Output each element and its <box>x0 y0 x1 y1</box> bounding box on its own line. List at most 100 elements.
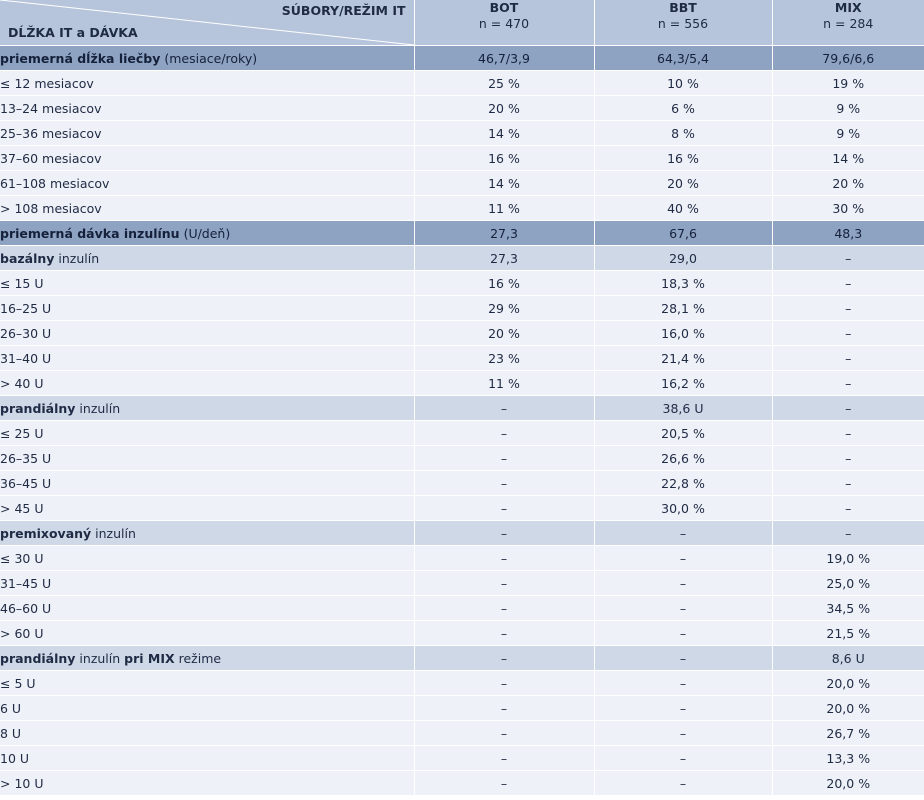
row-label: 6 U <box>0 695 415 721</box>
bbt-value: – <box>594 520 773 546</box>
bot-value: 29 % <box>414 295 595 321</box>
column-header-bbt: BBT n = 556 <box>594 0 773 46</box>
bbt-value: – <box>594 695 773 721</box>
table-row: ≤ 30 U – –19,0 % <box>0 545 924 571</box>
bot-value: 16 % <box>414 145 595 171</box>
row-label: > 108 mesiacov <box>0 195 415 221</box>
column-count: n = 470 <box>478 16 530 31</box>
mix-value: – <box>772 370 924 396</box>
table-row: > 60 U – –21,5 % <box>0 620 924 646</box>
column-name: BOT <box>489 0 519 15</box>
row-label: 36–45 U <box>0 470 415 496</box>
bot-value: – <box>414 545 595 571</box>
corner-header-cell: SÚBORY/REŽIM IT DĹŽKA IT a DÁVKA <box>0 0 415 46</box>
row-label-part: inzulín <box>75 650 125 666</box>
row-label-part: 25–36 mesiacov <box>0 125 102 141</box>
mix-value: 13,3 % <box>772 745 924 771</box>
row-label: 26–35 U <box>0 445 415 471</box>
table-row: 8 U – –26,7 % <box>0 720 924 746</box>
bot-value: 11 % <box>414 370 595 396</box>
row-label: 31–40 U <box>0 345 415 371</box>
bot-value: – <box>414 420 595 446</box>
bot-value: 23 % <box>414 345 595 371</box>
table-row: > 10 U – –20,0 % <box>0 770 924 796</box>
bbt-value: 18,3 % <box>594 270 773 296</box>
mix-value: – <box>772 420 924 446</box>
bot-value: 46,7/3,9 <box>414 45 595 71</box>
bot-value: – <box>414 445 595 471</box>
table-row: 10 U – –13,3 % <box>0 745 924 771</box>
row-label: 25–36 mesiacov <box>0 120 415 146</box>
subsection-row: prandiálny inzulín –38,6 U – <box>0 395 924 421</box>
bot-value: 20 % <box>414 95 595 121</box>
bot-value: 11 % <box>414 195 595 221</box>
row-label-part: ≤ 30 U <box>0 550 44 566</box>
bbt-value: 16 % <box>594 145 773 171</box>
mix-value: – <box>772 470 924 496</box>
bbt-value: 29,0 <box>594 245 773 271</box>
row-label-part: 37–60 mesiacov <box>0 150 102 166</box>
mix-value: 26,7 % <box>772 720 924 746</box>
bbt-value: 8 % <box>594 120 773 146</box>
bbt-value: – <box>594 745 773 771</box>
row-label-part: priemerná dĺžka liečby <box>0 50 161 66</box>
table-row: 31–45 U – –25,0 % <box>0 570 924 596</box>
row-label-part: > 108 mesiacov <box>0 200 102 216</box>
row-label-part: ≤ 25 U <box>0 425 44 441</box>
row-label-part: 13–24 mesiacov <box>0 100 102 116</box>
row-label-part: ≤ 12 mesiacov <box>0 75 94 91</box>
row-label: ≤ 25 U <box>0 420 415 446</box>
table-row: 6 U – –20,0 % <box>0 695 924 721</box>
mix-value: – <box>772 495 924 521</box>
mix-value: 8,6 U <box>772 645 924 671</box>
mix-value: – <box>772 320 924 346</box>
row-label: 31–45 U <box>0 570 415 596</box>
bot-value: 14 % <box>414 170 595 196</box>
section-row: priemerná dĺžka liečby (mesiace/roky) 46,… <box>0 45 924 71</box>
row-label-part: premixovaný <box>0 525 92 541</box>
bbt-value: 38,6 U <box>594 395 773 421</box>
bbt-value: – <box>594 595 773 621</box>
row-label-part: > 10 U <box>0 775 44 791</box>
row-label-part: inzulín <box>54 250 100 266</box>
row-label: bazálny inzulín <box>0 245 415 271</box>
mix-value: 20 % <box>772 170 924 196</box>
mix-value: – <box>772 395 924 421</box>
row-label-part: 26–30 U <box>0 325 52 341</box>
row-label: prandiálny inzulín pri MIX režime <box>0 645 415 671</box>
row-label-part: priemerná dávka inzulínu <box>0 225 180 241</box>
bbt-value: 40 % <box>594 195 773 221</box>
mix-value: 14 % <box>772 145 924 171</box>
row-label-part: inzulín <box>91 525 136 541</box>
row-label-part: 10 U <box>0 750 30 766</box>
bbt-value: – <box>594 720 773 746</box>
bot-value: – <box>414 720 595 746</box>
row-label: 26–30 U <box>0 320 415 346</box>
bbt-value: 20 % <box>594 170 773 196</box>
row-label: 61–108 mesiacov <box>0 170 415 196</box>
bot-value: – <box>414 520 595 546</box>
bbt-value: 67,6 <box>594 220 773 246</box>
header-row: SÚBORY/REŽIM IT DĹŽKA IT a DÁVKA BOT n =… <box>0 0 924 46</box>
mix-value: – <box>772 245 924 271</box>
row-label-part: 31–45 U <box>0 575 52 591</box>
mix-value: 9 % <box>772 95 924 121</box>
column-count: n = 284 <box>823 16 874 31</box>
column-name: MIX <box>834 0 862 15</box>
table-row: ≤ 5 U – –20,0 % <box>0 670 924 696</box>
bbt-value: 20,5 % <box>594 420 773 446</box>
bbt-value: – <box>594 545 773 571</box>
bbt-value: 16,0 % <box>594 320 773 346</box>
row-label-part: ≤ 15 U <box>0 275 44 291</box>
mix-value: 20,0 % <box>772 670 924 696</box>
table-row: 61–108 mesiacov 14 % 20 % 20 % <box>0 170 924 196</box>
row-label: ≤ 12 mesiacov <box>0 70 415 96</box>
table-row: 31–40 U 23 % 21,4 % – <box>0 345 924 371</box>
bbt-value: – <box>594 570 773 596</box>
bbt-value: 28,1 % <box>594 295 773 321</box>
bbt-value: – <box>594 770 773 796</box>
table-row: 26–35 U –26,6 % – <box>0 445 924 471</box>
bbt-value: – <box>594 645 773 671</box>
row-label: > 40 U <box>0 370 415 396</box>
